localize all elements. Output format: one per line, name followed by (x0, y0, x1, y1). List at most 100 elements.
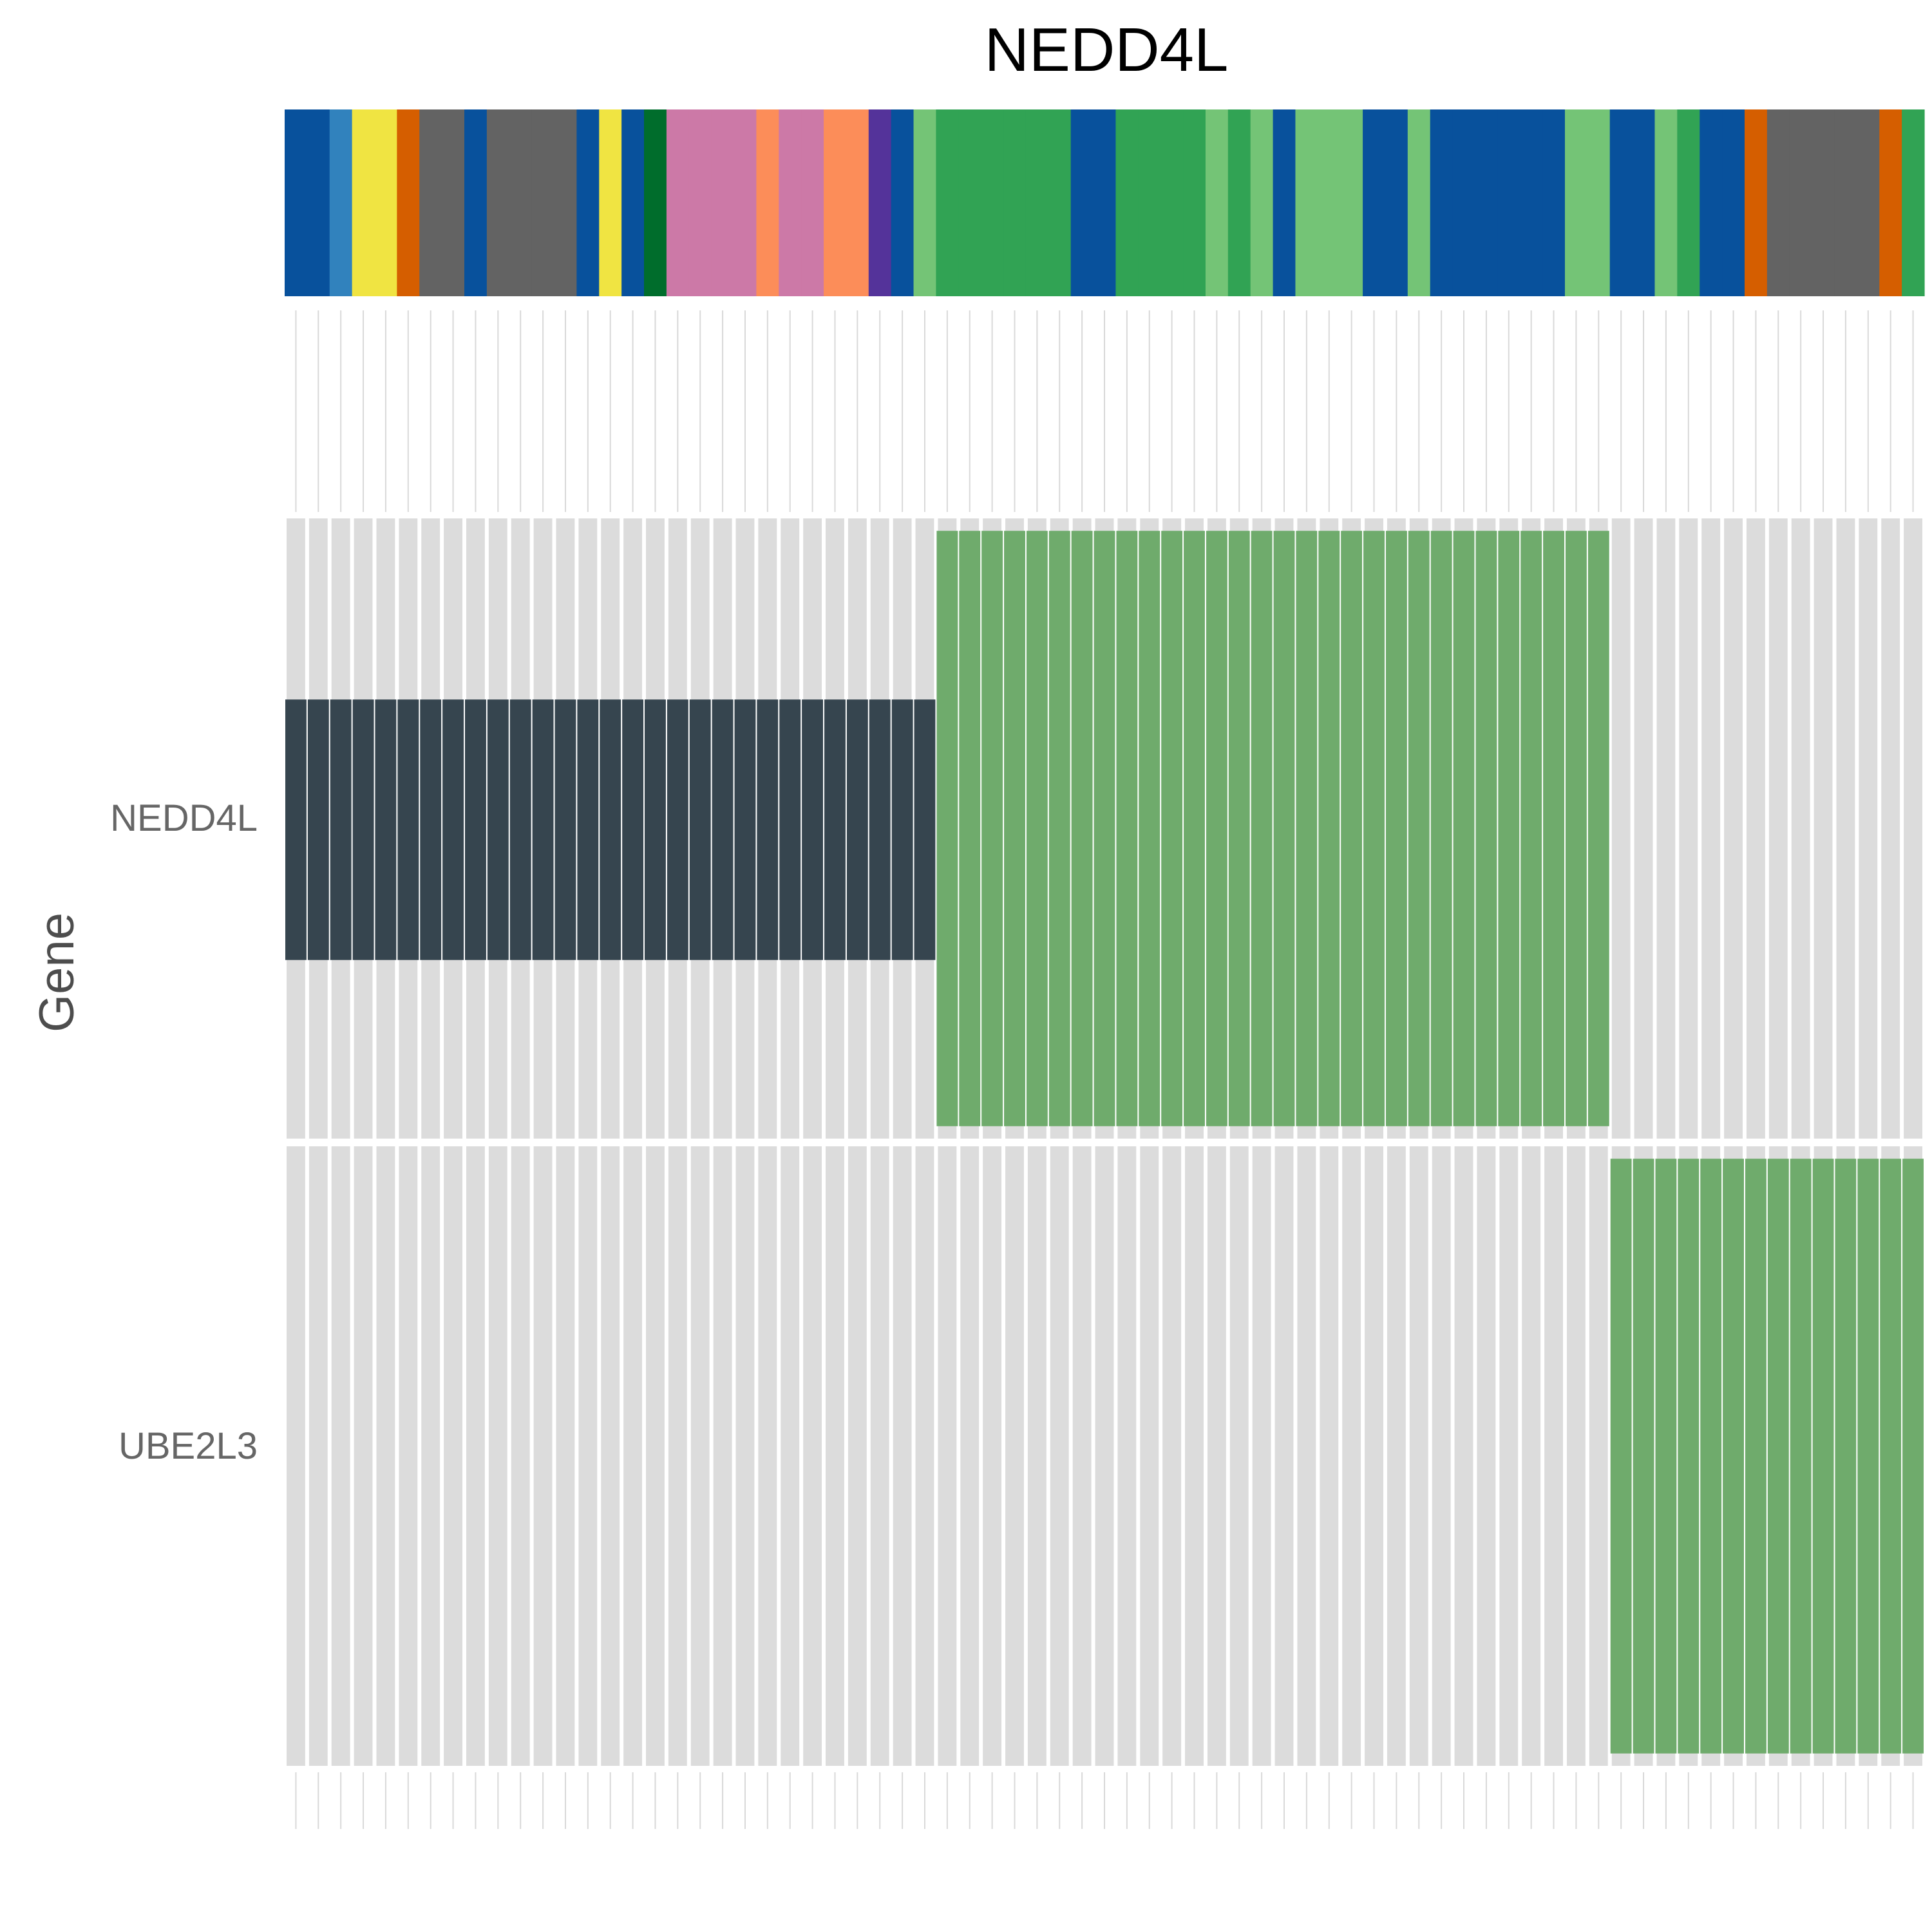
gene-label: UBE2L3 (118, 1425, 258, 1467)
alteration-cell (734, 699, 756, 960)
background-cell (870, 1146, 889, 1766)
alteration-cell (981, 531, 1003, 1126)
alteration-cell (1700, 1159, 1722, 1754)
alteration-cell (1475, 531, 1497, 1126)
alteration-cell (891, 699, 913, 960)
background-cell (1768, 518, 1788, 1139)
alteration-cell (1812, 1159, 1834, 1754)
background-cell (556, 1146, 575, 1766)
background-cell (1095, 1146, 1114, 1766)
annotation-cell (1722, 109, 1745, 296)
alteration-cell (532, 699, 554, 960)
annotation-cell (307, 109, 330, 296)
background-cell (1724, 518, 1743, 1139)
alteration-cell (352, 699, 374, 960)
alteration-cell (1633, 1159, 1654, 1754)
annotation-cell (1160, 109, 1184, 296)
background-cell (1185, 1146, 1204, 1766)
annotation-cell (509, 109, 533, 296)
alteration-cell (1565, 531, 1587, 1126)
background-cell (1701, 518, 1721, 1139)
annotation-cell (1407, 109, 1431, 296)
annotation-cell (824, 109, 847, 296)
alteration-cell (1251, 531, 1273, 1126)
background-cell (938, 1146, 957, 1766)
background-cell (690, 1146, 710, 1766)
background-cell (960, 1146, 980, 1766)
annotation-cell (442, 109, 465, 296)
background-cell (1432, 1146, 1451, 1766)
background-cell (578, 1146, 598, 1766)
heatmap-grid (285, 518, 1924, 1766)
annotation-cell (621, 109, 645, 296)
alteration-cell (554, 699, 576, 960)
annotation-cell (1452, 109, 1476, 296)
alteration-cell (330, 699, 352, 960)
alteration-cell (1206, 531, 1227, 1126)
sample-guide-lines-top (295, 310, 1914, 512)
background-cell (848, 1146, 867, 1766)
background-cell (1454, 1146, 1473, 1766)
alteration-cell (1767, 1159, 1789, 1754)
background-cell (1342, 1146, 1361, 1766)
alteration-cell (1498, 531, 1520, 1126)
background-cell (1881, 518, 1900, 1139)
annotation-cell (1138, 109, 1161, 296)
annotation-cell (1632, 109, 1656, 296)
background-cell (1836, 518, 1855, 1139)
alteration-cell (667, 699, 688, 960)
annotation-cell (1857, 109, 1880, 296)
annotation-cell (644, 109, 667, 296)
alteration-cell (577, 699, 599, 960)
background-cell (781, 1146, 800, 1766)
alteration-cell (600, 699, 621, 960)
alteration-cell (1857, 1159, 1879, 1754)
alteration-cell (1273, 531, 1295, 1126)
annotation-cell (756, 109, 779, 296)
background-cell (1207, 1146, 1226, 1766)
background-cell (1814, 518, 1833, 1139)
background-cell (983, 1146, 1002, 1766)
background-cell (1611, 518, 1631, 1139)
alteration-cell (1161, 531, 1183, 1126)
annotation-cell (464, 109, 488, 296)
alteration-cell (802, 699, 824, 960)
alteration-cell (959, 531, 981, 1126)
annotation-cell (352, 109, 375, 296)
background-cell (1072, 1146, 1092, 1766)
alteration-cell (307, 699, 329, 960)
background-cell (533, 1146, 553, 1766)
alteration-cell (1071, 531, 1093, 1126)
background-cell (646, 1146, 665, 1766)
background-cell (601, 1146, 620, 1766)
background-cell (713, 1146, 732, 1766)
alteration-cell (1385, 531, 1407, 1126)
annotation-cell (1700, 109, 1723, 296)
annotation-cell (329, 109, 353, 296)
background-cell (1859, 518, 1878, 1139)
background-cell (1027, 1146, 1046, 1766)
annotation-cell (1003, 109, 1027, 296)
annotation-cell (1318, 109, 1341, 296)
annotation-cell (1789, 109, 1813, 296)
background-cell (1274, 1146, 1294, 1766)
annotation-cell (1475, 109, 1498, 296)
background-cell (1117, 1146, 1137, 1766)
annotation-cell (486, 109, 510, 296)
alteration-cell (869, 699, 891, 960)
annotation-cell (734, 109, 757, 296)
alteration-cell (375, 699, 397, 960)
alteration-cell (1048, 531, 1070, 1126)
alteration-cell (487, 699, 509, 960)
alteration-cell (1094, 531, 1115, 1126)
annotation-cell (1609, 109, 1633, 296)
annotation-cell (1497, 109, 1520, 296)
alteration-cell (1184, 531, 1205, 1126)
background-cell (893, 1146, 912, 1766)
alteration-cell (1902, 1159, 1924, 1754)
annotation-cell (1183, 109, 1206, 296)
annotation-cell (868, 109, 892, 296)
annotation-cell (1879, 109, 1902, 296)
annotation-cell (1340, 109, 1363, 296)
